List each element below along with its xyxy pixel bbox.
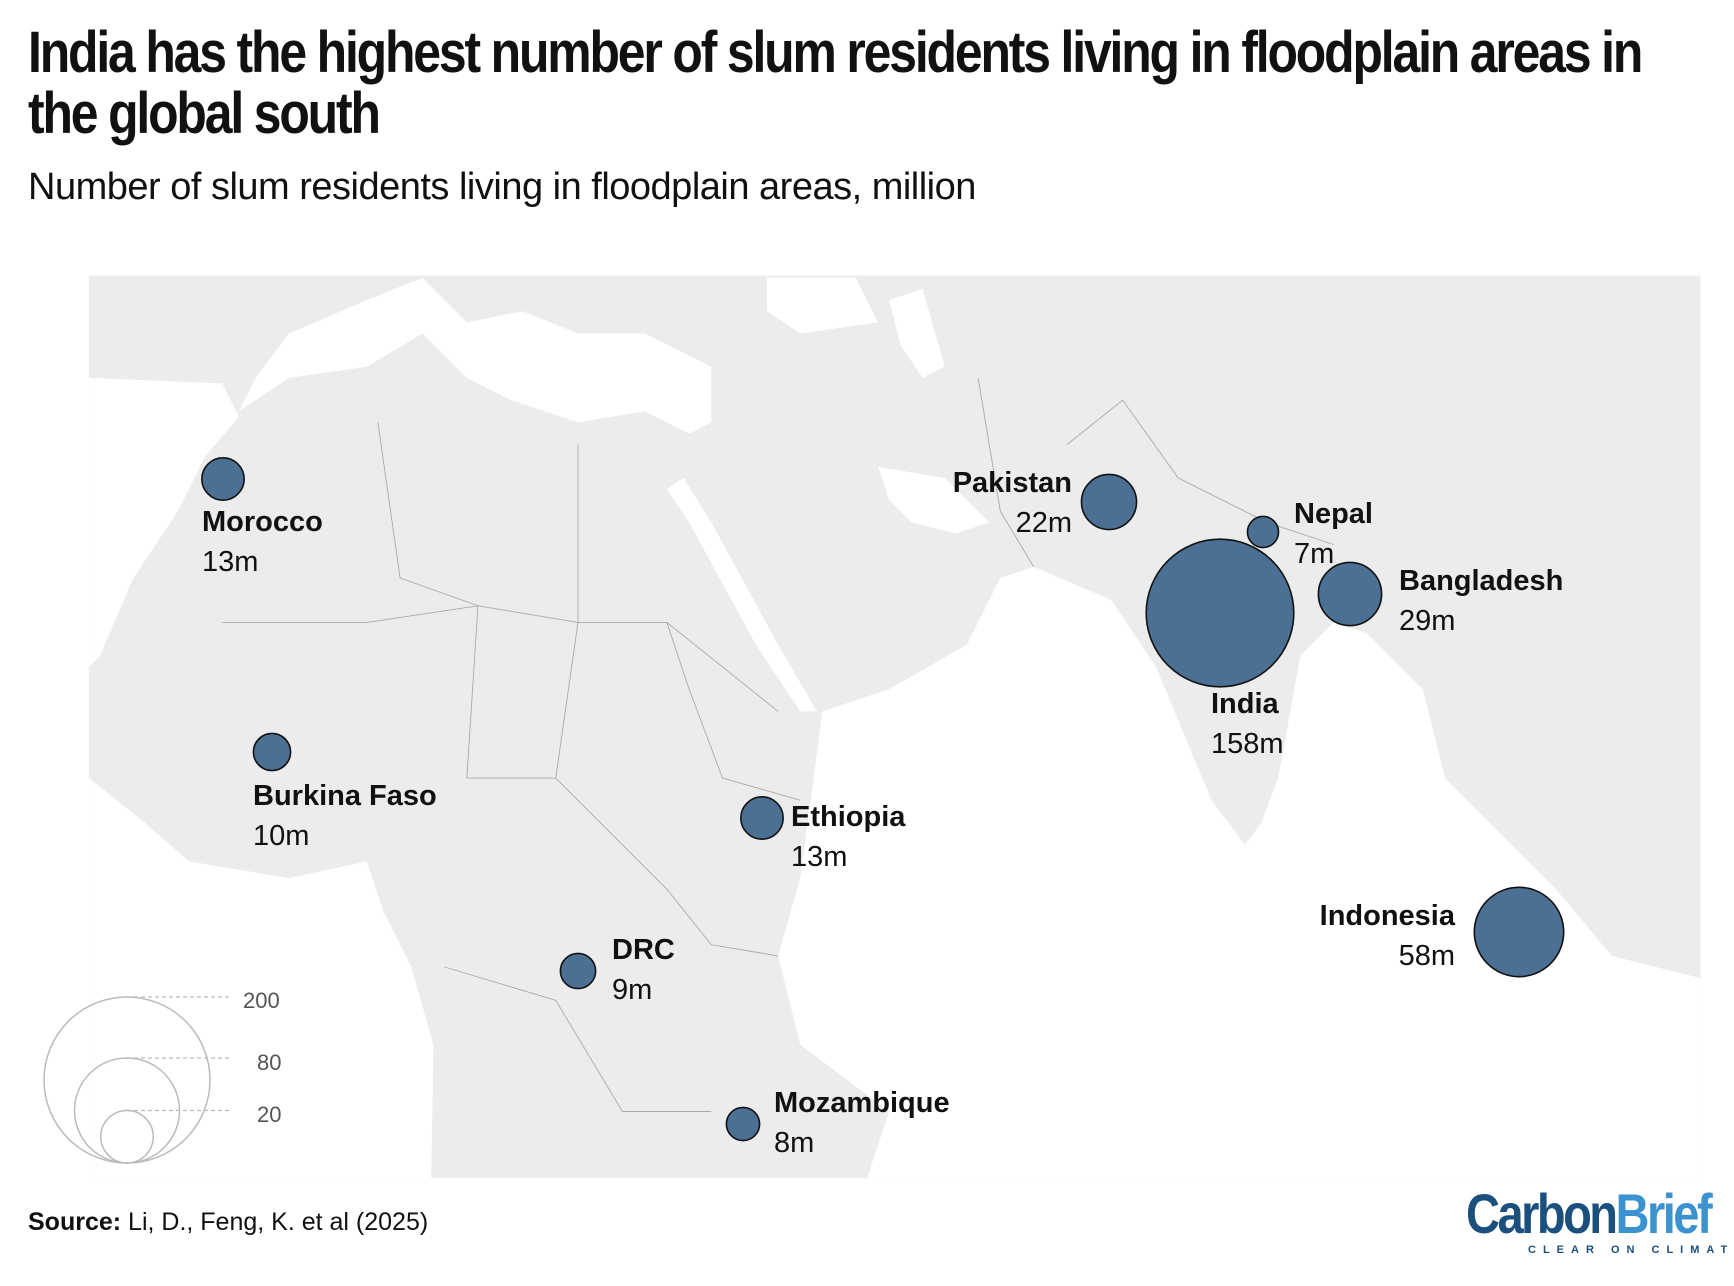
- bubble-indonesia: [1473, 886, 1565, 978]
- bubble-drc: [559, 952, 597, 990]
- country-value: 10m: [253, 820, 310, 852]
- legend-label-20: 20: [257, 1102, 282, 1127]
- borders: [222, 377, 1334, 1112]
- chart-subtitle: Number of slum residents living in flood…: [28, 166, 976, 208]
- bubble-india: [1145, 538, 1295, 688]
- country-name: India: [1211, 688, 1279, 720]
- country-name: Morocco: [202, 506, 323, 538]
- legend-label-200: 200: [243, 988, 280, 1013]
- label-ethiopia: Ethiopia 13m: [791, 797, 905, 877]
- country-name: Bangladesh: [1399, 565, 1564, 597]
- red-sea: [666, 477, 817, 712]
- chart-title: India has the highest number of slum res…: [28, 20, 1643, 146]
- country-value: 9m: [612, 974, 653, 1006]
- persian-gulf: [878, 466, 990, 534]
- black-sea: [766, 277, 879, 334]
- bubble-pakistan: [1080, 473, 1138, 531]
- country-value: 29m: [1399, 605, 1456, 637]
- atlantic-south: [88, 778, 434, 1179]
- legend-label-80: 80: [257, 1050, 282, 1075]
- bubbles: [201, 457, 1565, 1142]
- bubble-morocco: [201, 457, 245, 501]
- country-value: 22m: [1015, 507, 1072, 539]
- logo-tagline: CLEAR ON CLIMATE: [1528, 1244, 1734, 1256]
- country-name: Mozambique: [774, 1087, 950, 1119]
- label-indonesia: Indonesia 58m: [1320, 896, 1455, 976]
- carbon-brief-logo: CarbonBrief CLEAR ON CLIMATE: [1466, 1186, 1734, 1257]
- atlantic-north: [88, 377, 239, 667]
- label-india: India 158m: [1211, 684, 1284, 764]
- mediterranean: [238, 277, 712, 434]
- bubble-ethiopia: [740, 796, 784, 840]
- country-value: 58m: [1398, 940, 1455, 972]
- basemap: [88, 275, 1701, 1179]
- country-name: Burkina Faso: [253, 780, 437, 812]
- country-name: Nepal: [1294, 498, 1373, 530]
- country-name: Indonesia: [1319, 900, 1455, 932]
- size-legend: [43, 996, 230, 1164]
- country-value: 7m: [1294, 538, 1335, 570]
- bubble-mozambique: [725, 1106, 761, 1142]
- indian-ocean: [778, 566, 1701, 1179]
- label-nepal: Nepal 7m: [1294, 494, 1373, 574]
- label-pakistan: Pakistan 22m: [953, 463, 1072, 543]
- seas: [88, 277, 1701, 1179]
- logo-brief: Brief: [1615, 1182, 1713, 1245]
- caspian-sea: [889, 288, 945, 378]
- country-name: Pakistan: [952, 467, 1072, 499]
- label-drc: DRC 9m: [612, 930, 675, 1010]
- label-burkina-faso: Burkina Faso 10m: [253, 776, 437, 856]
- label-morocco: Morocco 13m: [202, 502, 323, 582]
- logo-carbon: Carbon: [1466, 1182, 1618, 1245]
- bubble-nepal: [1246, 515, 1280, 549]
- source-note: Source: Li, D., Feng, K. et al (2025): [28, 1208, 428, 1237]
- bubble-burkina-faso: [252, 732, 292, 772]
- label-bangladesh: Bangladesh 29m: [1399, 561, 1563, 641]
- label-mozambique: Mozambique 8m: [774, 1083, 950, 1163]
- country-value: 13m: [791, 841, 848, 873]
- country-name: DRC: [612, 934, 675, 966]
- country-value: 158m: [1211, 728, 1284, 760]
- source-text: Li, D., Feng, K. et al (2025): [128, 1208, 429, 1236]
- country-name: Ethiopia: [791, 801, 906, 833]
- country-value: 8m: [774, 1127, 815, 1159]
- source-label: Source:: [28, 1208, 122, 1236]
- country-value: 13m: [202, 546, 259, 578]
- bubble-bangladesh: [1317, 561, 1383, 627]
